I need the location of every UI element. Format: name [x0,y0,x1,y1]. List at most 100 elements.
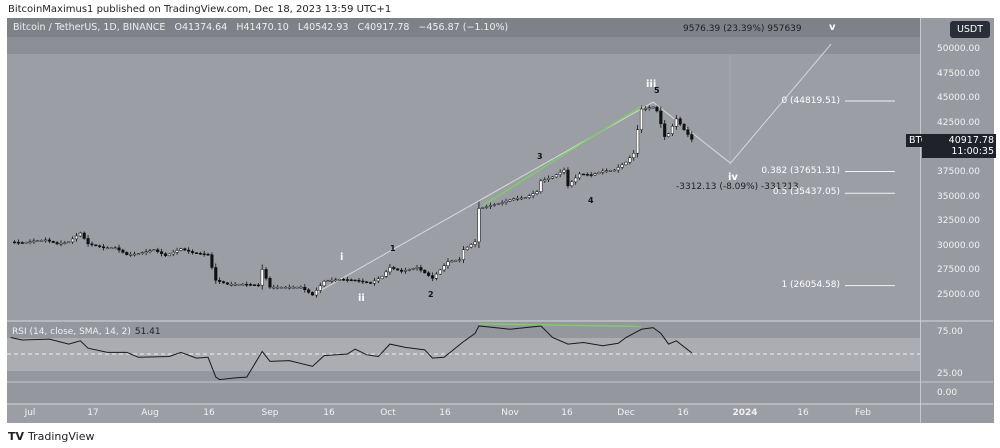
candle [175,250,179,253]
candle [682,124,686,130]
candle [218,280,222,282]
candle [102,246,106,249]
candle [40,239,44,242]
candle [140,252,144,254]
time-tick: 16 [677,408,689,418]
candle [477,208,481,243]
candle [167,253,171,256]
tradingview-logo: TV TradingView [8,430,95,443]
candle [632,153,636,158]
candle [303,286,307,291]
candle [574,177,578,183]
price-tick: 27500.00 [937,265,980,276]
candle [427,272,431,276]
candle [322,280,326,287]
candle [570,181,574,187]
candle [63,242,67,244]
candle [191,251,195,253]
candle [396,268,400,271]
price-tick: 50000.00 [937,44,980,54]
price-tick: 47500.00 [937,68,980,79]
candle [36,240,40,242]
publisher-line: BitcoinMaximus1 published on TradingView… [8,4,392,15]
candle [655,106,659,112]
time-tick: Oct [380,408,396,418]
candle [628,157,632,163]
candle [55,242,59,245]
candle [287,286,291,289]
candle [550,176,555,179]
candle [430,275,435,279]
fib-label-1: 1 (26054.58) [781,280,840,290]
wave-label-iii: iii [646,79,657,90]
candle [59,242,63,245]
candle [179,248,183,251]
candle [504,200,508,203]
candle [334,279,338,282]
candle [674,118,678,127]
candle [458,259,462,261]
wave-label-5: 5 [654,86,660,95]
candle [136,253,140,255]
candle [345,279,349,281]
candle [341,279,346,281]
candle [225,282,229,285]
candle [535,191,539,194]
legend-bar [7,18,920,37]
candle [643,108,647,110]
candle [160,251,164,254]
candle [349,279,353,282]
candle [647,107,651,109]
candle [597,172,601,174]
rsi-label[interactable]: RSI (14, close, SMA, 14, 2) [12,327,131,337]
candle [419,267,423,271]
candle [113,247,117,250]
wave-label-iv: iv [728,172,738,183]
candle [624,161,628,166]
brand-name: TradingView [28,430,95,443]
candle [620,164,624,168]
candle [496,203,500,205]
candle [399,269,404,272]
time-tick: 2024 [732,408,758,418]
candle [372,280,376,284]
candle [670,126,674,134]
price-tick: 42500.00 [937,117,980,128]
candle [566,169,570,187]
candle [86,238,90,245]
candle [109,247,113,250]
candle [438,269,442,275]
candle [616,167,620,171]
time-tick: Aug [141,408,159,418]
candle [129,254,133,256]
candle [105,247,109,250]
time-tick: 16 [203,408,215,418]
candle [121,249,125,253]
candle [454,259,458,262]
symbol-title[interactable]: Bitcoin / TetherUS, 1D, BINANCE [13,22,166,33]
high-value: H41470.10 [236,22,289,33]
candle [523,197,527,199]
candle [221,281,226,284]
candle [380,276,384,279]
price-axis[interactable] [920,18,994,423]
time-tick: Nov [501,408,519,418]
candle [543,179,547,182]
candle [326,280,330,282]
time-tick: 16 [561,408,573,418]
candle [171,251,175,255]
time-tick: Feb [855,408,871,418]
open-value: O41374.64 [174,22,228,33]
candle [384,271,388,277]
price-tick: 37500.00 [937,167,980,177]
measure-up-label: 9576.39 (23.39%) 957639 [683,24,802,34]
candle [601,170,605,173]
candle [51,240,55,243]
candle [512,198,516,201]
price-tick: 30000.00 [937,240,980,251]
wave-label-4: 4 [588,196,594,205]
candle [264,269,268,279]
candle [310,292,315,296]
currency-button[interactable]: USDT [950,21,990,38]
